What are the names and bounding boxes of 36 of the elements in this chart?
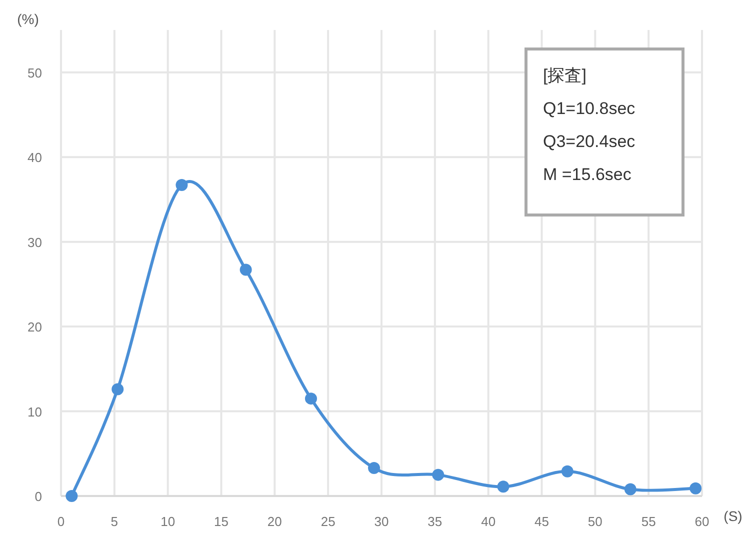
- point: [690, 482, 702, 494]
- point: [368, 462, 380, 474]
- y-tick-label: 50: [28, 65, 42, 80]
- point: [112, 383, 124, 396]
- y-axis-title: (%): [17, 11, 39, 27]
- point: [432, 468, 444, 481]
- point: [624, 483, 636, 496]
- x-tick-label: 55: [641, 514, 656, 529]
- annotation: Q3=20.4sec: [543, 132, 636, 151]
- annotation: M =15.6sec: [543, 165, 632, 184]
- x-tick-label: 10: [160, 514, 176, 529]
- point: [561, 465, 574, 478]
- annotation: [探査]: [543, 66, 586, 85]
- x-tick-label: 30: [374, 514, 389, 529]
- x-tick-label: 20: [267, 514, 282, 529]
- x-tick-label: 60: [694, 514, 710, 529]
- x-tick-label: 25: [320, 514, 336, 529]
- x-tick-label: 5: [110, 514, 118, 529]
- y-tick-label: 40: [28, 150, 42, 166]
- x-tick-label: 0: [57, 514, 65, 529]
- y-tick-label: 30: [28, 234, 42, 250]
- x-tick-label: 45: [534, 514, 549, 529]
- point: [66, 490, 78, 502]
- x-tick-label: 50: [588, 514, 602, 529]
- x-axis-title: (S): [724, 508, 742, 524]
- point: [304, 392, 317, 405]
- y-tick-label: 20: [28, 320, 42, 335]
- y-tick-label: 0: [34, 489, 42, 504]
- x-tick-label: 15: [214, 514, 228, 529]
- point: [176, 179, 188, 192]
- annotation: Q1=10.8sec: [543, 99, 636, 118]
- x-tick-label: 35: [428, 514, 442, 529]
- x-tick-label: 40: [481, 514, 496, 529]
- y-tick-label: 10: [28, 404, 42, 420]
- point: [240, 264, 252, 276]
- point: [497, 480, 510, 493]
